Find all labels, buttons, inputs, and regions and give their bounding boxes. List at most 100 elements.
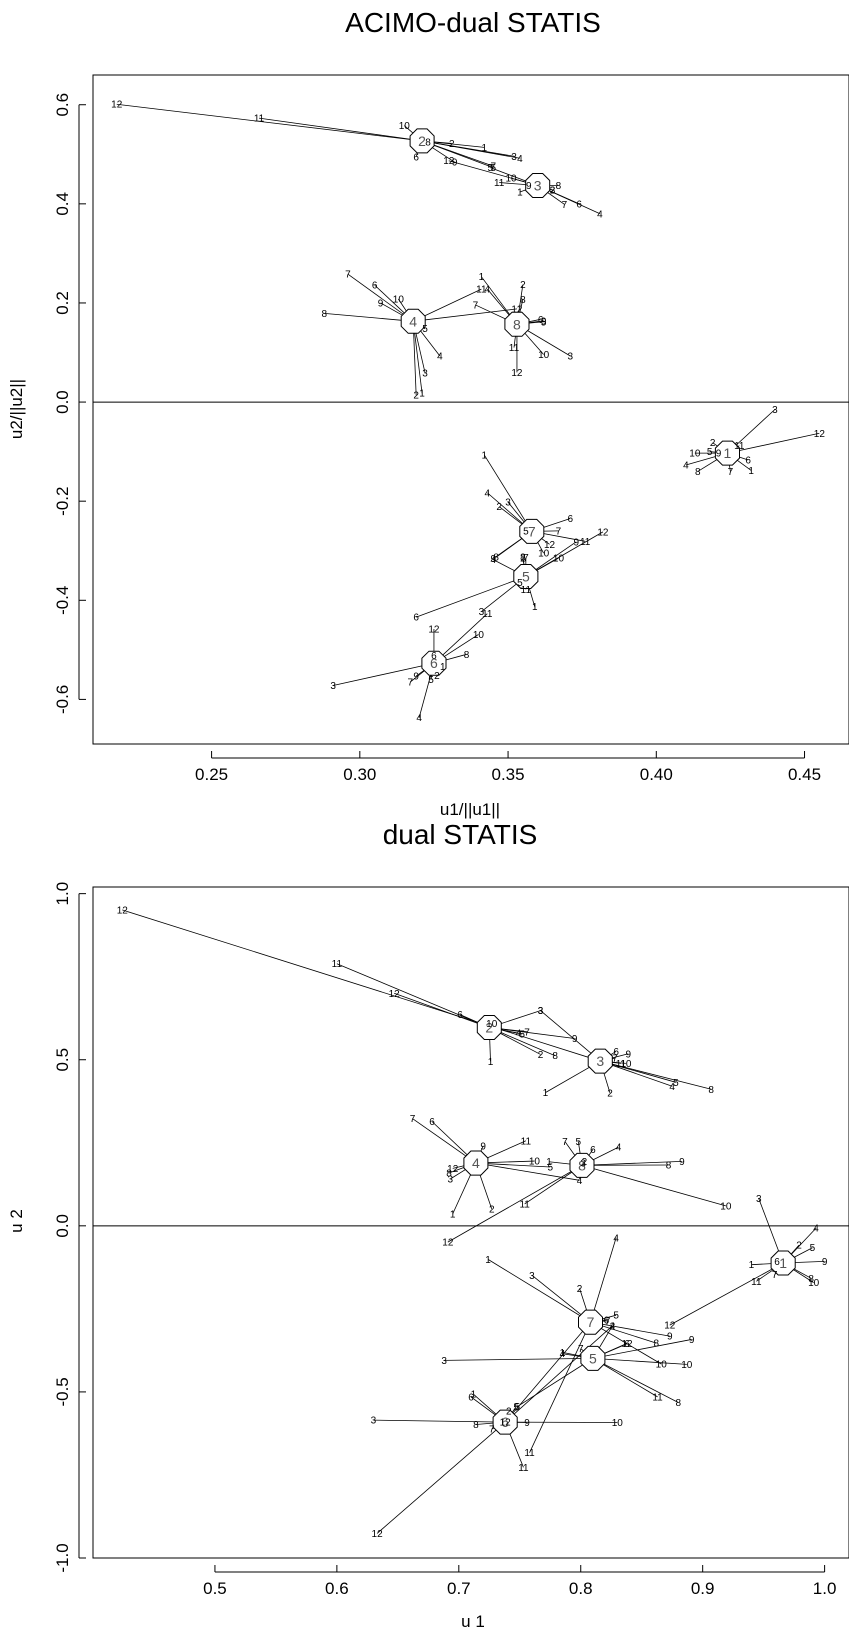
point-label: 3 <box>529 1271 535 1282</box>
point-label: 2 <box>538 1050 544 1061</box>
point-label: 10 <box>473 630 485 641</box>
axis-ticks: 0.25 0.30 0.35 0.40 0.45-0.6-0.4-0.20.00.20.… <box>53 93 849 784</box>
point-label: 5 <box>707 447 713 458</box>
spoke-line <box>412 1118 477 1164</box>
point-label: 9 <box>541 316 547 327</box>
point-label: 12 <box>597 527 609 538</box>
point-label: 1 <box>488 1057 494 1068</box>
point-label: 8 <box>321 309 327 320</box>
point-label: 6 <box>431 651 437 662</box>
group-center-marker <box>519 518 545 544</box>
point-label: 5 <box>523 526 529 537</box>
y-tick-label: 0.2 <box>53 291 72 315</box>
point-label: 12 <box>814 429 826 440</box>
group-center-marker <box>569 1152 595 1178</box>
group-center-label: 7 <box>587 1314 595 1330</box>
point-label: 2 <box>449 139 455 150</box>
point-label: 8 <box>654 1339 660 1350</box>
point-label: 11 <box>734 441 745 452</box>
point-label: 4 <box>613 1233 619 1244</box>
dual-statis-panel: dual STATIS u 1 u 2 0.5 0.6 0.7 0.8 0.9 1.0 -1… <box>7 819 849 1631</box>
point-label: 5 <box>515 1402 521 1413</box>
point-label: 10 <box>720 1201 732 1212</box>
point-label: 2 <box>413 391 419 402</box>
point-label: 7 <box>556 526 562 537</box>
point-label: 4 <box>437 351 443 362</box>
spoke-line <box>413 308 518 322</box>
spoke-line <box>517 1358 594 1407</box>
point-label: 2 <box>710 438 716 449</box>
spoke-line <box>448 160 538 186</box>
x-tick-label: 0.6 <box>325 1579 349 1598</box>
point-label: 11 <box>519 1199 530 1210</box>
point-label: 10 <box>656 1360 668 1371</box>
spoke-line <box>540 1010 601 1062</box>
point-label: 4 <box>416 713 422 724</box>
point-label: 3 <box>511 152 517 163</box>
group-center-label: 4 <box>409 313 417 329</box>
point-label: 4 <box>610 1321 616 1332</box>
point-label: 1 <box>485 1255 491 1266</box>
point-label: 6 <box>457 1010 463 1021</box>
point-label: 12 <box>443 156 455 167</box>
y-tick-label: 0.0 <box>53 390 72 414</box>
point-label: 12 <box>664 1321 676 1332</box>
point-label: 1 <box>479 272 485 283</box>
point-label: 3 <box>505 498 511 509</box>
point-label: 8 <box>425 137 431 148</box>
y-tick-label: -0.6 <box>53 685 72 714</box>
point-label: 12 <box>544 540 556 551</box>
spoke-line <box>504 1321 591 1423</box>
spoke-line <box>394 992 490 1028</box>
point-label: 2 <box>582 1157 588 1168</box>
point-label: 12 <box>500 1418 512 1429</box>
point-label: 4 <box>683 461 689 472</box>
group-center-label: 2 <box>485 1020 493 1036</box>
point-label: 5 <box>487 163 493 174</box>
point-label: 7 <box>772 1270 778 1281</box>
point-label: 6 <box>429 1117 435 1128</box>
spoke-line <box>484 454 533 532</box>
point-label: 6 <box>590 1145 596 1156</box>
point-label: 10 <box>505 174 517 185</box>
point-label: 12 <box>442 1238 454 1249</box>
group-center-marker <box>463 1150 489 1176</box>
group-center-label: 1 <box>724 445 732 461</box>
chart-title: dual STATIS <box>383 819 538 850</box>
point-label: 7 <box>407 678 413 689</box>
x-tick-label: 0.25 <box>195 765 228 784</box>
spoke-line <box>600 1060 712 1090</box>
point-label: 2 <box>607 1088 613 1099</box>
spoke-lines <box>116 103 820 718</box>
y-tick-label: -0.2 <box>53 487 72 516</box>
point-label: 8 <box>708 1085 714 1096</box>
point-label: 11 <box>494 178 505 189</box>
point-label: 4 <box>516 1029 522 1040</box>
point-label: 12 <box>372 1529 384 1540</box>
spoke-line <box>590 1321 670 1337</box>
spoke-line <box>373 1419 506 1423</box>
point-label: 12 <box>428 625 440 636</box>
spoke-line <box>489 1027 575 1039</box>
axis-ticks: 0.5 0.6 0.7 0.8 0.9 1.0 -1.0 -0.5 0.0 0.5 1.0 <box>53 882 849 1598</box>
group-center-label: 3 <box>596 1053 604 1069</box>
x-tick-label: 0.8 <box>569 1579 593 1598</box>
point-label: 9 <box>452 158 458 169</box>
group-center-marker <box>578 1309 603 1335</box>
point-label: 3 <box>479 607 485 618</box>
spoke-line <box>487 1259 591 1323</box>
point-label: 2 <box>489 1204 495 1215</box>
point-label: 5 <box>547 1163 553 1174</box>
plot-frame <box>92 886 849 1559</box>
point-label: 8 <box>556 181 562 192</box>
point-label: 7 <box>562 1137 568 1148</box>
point-label: 6 <box>624 1339 630 1350</box>
point-label: 5 <box>517 578 523 589</box>
point-label: 8 <box>446 1169 452 1180</box>
point-label: 11 <box>518 1463 529 1474</box>
point-label: 9 <box>667 1332 673 1343</box>
spoke-line <box>475 1162 580 1181</box>
point-label: 3 <box>538 1006 544 1017</box>
spoke-line <box>669 1262 784 1326</box>
point-label: 1 <box>546 1157 552 1168</box>
